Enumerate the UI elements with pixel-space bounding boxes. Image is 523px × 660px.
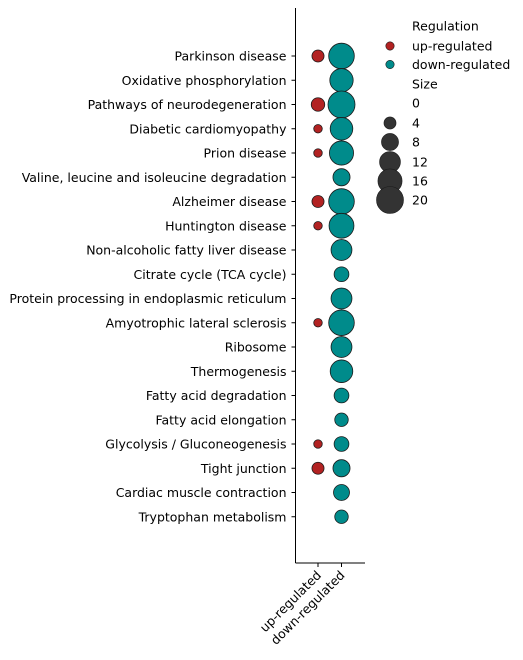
data-point-down-regulated bbox=[333, 484, 350, 501]
legend-size-label: 12 bbox=[412, 155, 428, 170]
data-point-down-regulated bbox=[332, 459, 351, 478]
data-point-up-regulated bbox=[310, 97, 326, 112]
legend-size-label: 8 bbox=[412, 135, 420, 150]
y-tick-label: Thermogenesis bbox=[190, 364, 287, 379]
legend-size-title: Size bbox=[412, 77, 438, 92]
data-point-down-regulated bbox=[333, 266, 350, 283]
data-point-down-regulated bbox=[330, 287, 353, 310]
data-point-down-regulated bbox=[328, 309, 355, 336]
legend-size-label: 4 bbox=[412, 116, 420, 131]
data-point-down-regulated bbox=[334, 412, 349, 427]
legend-size-marker bbox=[376, 186, 404, 214]
data-point-down-regulated bbox=[330, 239, 353, 261]
data-points bbox=[310, 42, 356, 524]
data-point-up-regulated bbox=[311, 461, 325, 475]
data-point-down-regulated bbox=[334, 509, 349, 524]
data-point-down-regulated bbox=[333, 387, 350, 404]
legend-marker-up-regulated bbox=[385, 41, 395, 51]
legend-size-label: 0 bbox=[412, 96, 420, 111]
data-point-up-regulated bbox=[311, 195, 325, 208]
data-point-down-regulated bbox=[328, 212, 355, 239]
y-tick-label: Tight junction bbox=[200, 461, 287, 476]
y-tick-label: Oxidative phosphorylation bbox=[122, 73, 287, 88]
y-tick-label: Valine, leucine and isoleucine degradati… bbox=[22, 170, 287, 185]
legend-size-marker bbox=[383, 116, 397, 130]
data-point-down-regulated bbox=[327, 90, 356, 119]
y-tick-label: Pathways of neurodegeneration bbox=[88, 97, 287, 112]
data-point-down-regulated bbox=[328, 42, 355, 70]
legend-size-marker bbox=[381, 133, 399, 151]
y-tick-label: Parkinson disease bbox=[175, 49, 287, 64]
data-point-down-regulated bbox=[330, 336, 353, 358]
y-tick-label: Glycolysis / Gluconeogenesis bbox=[105, 437, 286, 452]
legend: Regulation up-regulated down-regulated Size… bbox=[376, 19, 510, 214]
y-tick-label: Ribosome bbox=[225, 340, 287, 355]
legend-label: up-regulated bbox=[412, 39, 492, 54]
y-tick-label: Cardiac muscle contraction bbox=[116, 485, 287, 500]
data-point-up-regulated bbox=[313, 221, 323, 231]
data-point-down-regulated bbox=[329, 68, 354, 93]
axes bbox=[291, 8, 365, 567]
y-tick-label: Citrate cycle (TCA cycle) bbox=[134, 267, 287, 282]
data-point-up-regulated bbox=[313, 439, 323, 449]
legend-hue-title: Regulation bbox=[412, 19, 479, 34]
y-tick-label: Protein processing in endoplasmic reticu… bbox=[9, 291, 286, 306]
data-point-up-regulated bbox=[311, 49, 325, 63]
y-tick-label: Non-alcoholic fatty liver disease bbox=[86, 243, 287, 258]
y-tick-labels: Parkinson disease Oxidative phosphorylati… bbox=[9, 49, 287, 525]
data-point-up-regulated bbox=[313, 148, 323, 158]
legend-size-label: 20 bbox=[412, 193, 428, 208]
y-tick-label: Prion disease bbox=[204, 146, 287, 161]
data-point-down-regulated bbox=[329, 359, 354, 383]
data-point-down-regulated bbox=[332, 168, 351, 187]
data-point-down-regulated bbox=[333, 436, 350, 452]
y-tick-label: Fatty acid elongation bbox=[155, 412, 286, 427]
y-tick-label: Tryptophan metabolism bbox=[138, 509, 287, 524]
y-tick-label: Diabetic cardiomyopathy bbox=[129, 121, 287, 136]
data-point-down-regulated bbox=[328, 188, 355, 215]
legend-marker-down-regulated bbox=[385, 59, 395, 69]
y-tick-label: Huntington disease bbox=[165, 218, 287, 233]
legend-size-label: 16 bbox=[412, 174, 428, 189]
data-point-up-regulated bbox=[313, 318, 323, 328]
data-point-up-regulated bbox=[313, 124, 323, 134]
y-tick-label: Alzheimer disease bbox=[172, 194, 286, 209]
legend-label: down-regulated bbox=[412, 57, 510, 72]
y-tick-label: Fatty acid degradation bbox=[146, 388, 287, 403]
data-point-down-regulated bbox=[329, 117, 354, 141]
y-tick-label: Amyotrophic lateral sclerosis bbox=[106, 315, 287, 330]
data-point-down-regulated bbox=[329, 140, 354, 166]
